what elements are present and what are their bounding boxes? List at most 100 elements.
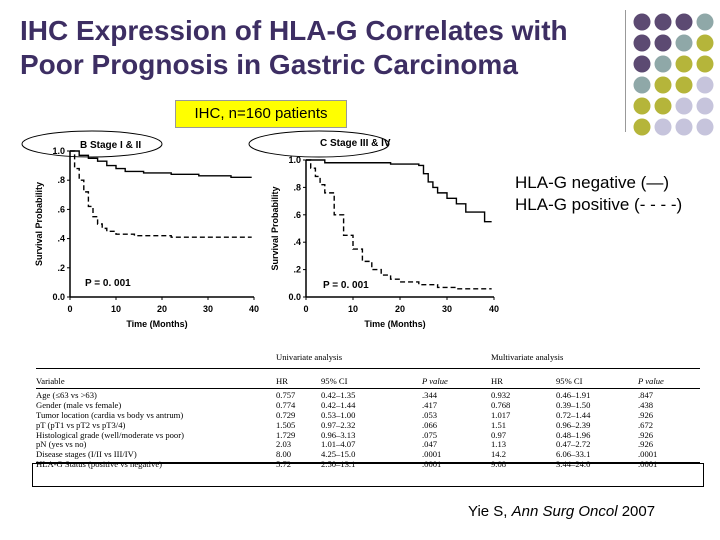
table-cell: 0.97–2.32 — [321, 419, 356, 430]
table-cell: .926 — [638, 439, 654, 450]
table-rule-top — [36, 368, 700, 369]
table-cell: 1.505 — [276, 419, 296, 430]
title-line-2: Poor Prognosis in Gastric Carcinoma — [20, 49, 518, 80]
ihc-sample-label: IHC, n=160 patients — [175, 100, 347, 128]
decorative-dot — [654, 97, 672, 115]
y-tick-label: .2 — [57, 263, 65, 273]
decorative-dot — [696, 34, 714, 52]
citation-year: 2007 — [617, 503, 656, 520]
table-cell: .053 — [422, 409, 438, 420]
table-cell: .0001 — [638, 449, 658, 460]
panel-label: B Stage I & II — [80, 140, 141, 151]
citation: Yie S, Ann Surg Oncol 2007 — [468, 503, 655, 520]
table-cell: .417 — [422, 399, 438, 410]
y-tick-label: 1.0 — [52, 146, 65, 156]
table-cell: 0.932 — [491, 390, 511, 400]
table-rule-bottom — [36, 462, 700, 463]
decorative-dot — [654, 76, 672, 94]
decorative-dot — [633, 97, 651, 115]
y-tick-label: .4 — [293, 237, 301, 247]
table-cell: 0.96–2.39 — [556, 419, 591, 430]
p-value-label: P = 0. 001 — [323, 280, 369, 291]
table-rule-header — [36, 388, 700, 389]
table-cell: .926 — [638, 409, 654, 420]
decorative-dot — [675, 76, 693, 94]
table-cell: 1.13 — [491, 439, 507, 450]
table-column-header: HR — [276, 376, 288, 386]
table-cell: .344 — [422, 390, 438, 400]
curve-hla-g-positive — [70, 150, 252, 238]
table-column-header: 95% CI — [321, 376, 348, 386]
univariate-header: Univariate analysis — [276, 352, 343, 362]
table-cell: .926 — [638, 429, 654, 440]
table-cell: 0.46–1.91 — [556, 390, 591, 400]
table-cell: Tumor location (cardia vs body vs antrum… — [36, 409, 184, 420]
decorative-dot — [675, 34, 693, 52]
y-tick-label: .2 — [293, 265, 301, 275]
decorative-dot — [675, 97, 693, 115]
table-cell: Disease stages (I/II vs III/IV) — [36, 449, 137, 460]
decorative-dot — [675, 118, 693, 136]
y-tick-label: .8 — [293, 182, 301, 192]
decorative-dot — [696, 118, 714, 136]
decorative-dot — [633, 34, 651, 52]
panel-label: C Stage III & IV — [320, 138, 391, 149]
decorative-dot — [633, 118, 651, 136]
y-axis-label: Survival Probability — [270, 186, 280, 270]
y-tick-label: .4 — [57, 234, 65, 244]
panel-stage-iii-iv: C Stage III & IV 0.0 .2 .4 .6 .8 1.0 0 10 20 30 40 T… — [248, 130, 499, 329]
y-tick-label: 0.0 — [52, 292, 65, 302]
decorative-dot — [696, 13, 714, 31]
table-cell: 14.2 — [491, 449, 507, 460]
table-group-header: Univariate analysis Multivariate analysi… — [36, 352, 700, 366]
table-cell: 0.96–3.13 — [321, 429, 356, 440]
table-cell: Histological grade (well/moderate vs poo… — [36, 429, 184, 440]
x-tick-label: 30 — [442, 304, 452, 314]
table-cell: .0001 — [422, 449, 442, 460]
table-cell: 0.757 — [276, 390, 296, 400]
y-tick-label: 1.0 — [288, 155, 301, 165]
table-cell: Gender (male vs female) — [36, 399, 122, 410]
y-tick-label: .6 — [57, 204, 65, 214]
y-axis-label: Survival Probability — [34, 182, 44, 266]
decorative-dot — [696, 76, 714, 94]
decorative-dot — [633, 76, 651, 94]
table-cell: 3.44–24.0 — [556, 459, 591, 470]
legend-negative: HLA-G negative (—) — [515, 173, 669, 192]
table-cell: 6.06–33.1 — [556, 449, 591, 460]
table-cell: 8.00 — [276, 449, 292, 460]
x-tick-label: 40 — [249, 304, 259, 314]
table-cell: 0.72–1.44 — [556, 409, 591, 420]
table-body: Age (≤63 vs >63) 0.757 0.42–1.35.344 0.932 0… — [36, 390, 700, 470]
decorative-dot — [654, 13, 672, 31]
table-column-header: P value — [638, 376, 664, 386]
decorative-dot — [654, 118, 672, 136]
decorative-dot — [675, 55, 693, 73]
table-cell: 0.42–1.44 — [321, 399, 356, 410]
x-tick-label: 20 — [395, 304, 405, 314]
y-tick-label: .8 — [57, 175, 65, 185]
table-cell: 0.39–1.50 — [556, 399, 591, 410]
decorative-dot — [654, 55, 672, 73]
table-cell: 5.72 — [276, 459, 292, 470]
multivariate-header: Multivariate analysis — [491, 352, 564, 362]
y-tick-label: 0.0 — [288, 292, 301, 302]
curve-hla-g-negative — [306, 159, 492, 223]
decorative-dot — [696, 97, 714, 115]
table-cell: 0.42–1.35 — [321, 390, 356, 400]
table-column-header: HR — [491, 376, 503, 386]
curve-hla-g-positive — [306, 159, 492, 290]
x-tick-label: 30 — [203, 304, 213, 314]
table-cell: .075 — [422, 429, 438, 440]
panel-stage-i-ii: B Stage I & II 0.0 .2 .4 .6 .8 1.0 0 10 20 30 40 Tim… — [21, 130, 259, 329]
table-cell: 9.08 — [491, 459, 507, 470]
table-cell: .0001 — [422, 459, 442, 470]
citation-journal: Ann Surg Oncol — [511, 503, 618, 520]
x-axis-label: Time (Months) — [364, 319, 425, 329]
table-row: HLA-G Status (positive vs negative) 5.72 2… — [36, 459, 700, 470]
table-cell: pT (pT1 vs pT2 vs pT3/4) — [36, 419, 126, 430]
table-cell: .066 — [422, 419, 438, 430]
table-row: Gender (male vs female) 0.774 0.42–1.44 .41… — [36, 399, 700, 411]
x-tick-label: 40 — [489, 304, 499, 314]
table-cell: 1.01–4.07 — [321, 439, 356, 450]
